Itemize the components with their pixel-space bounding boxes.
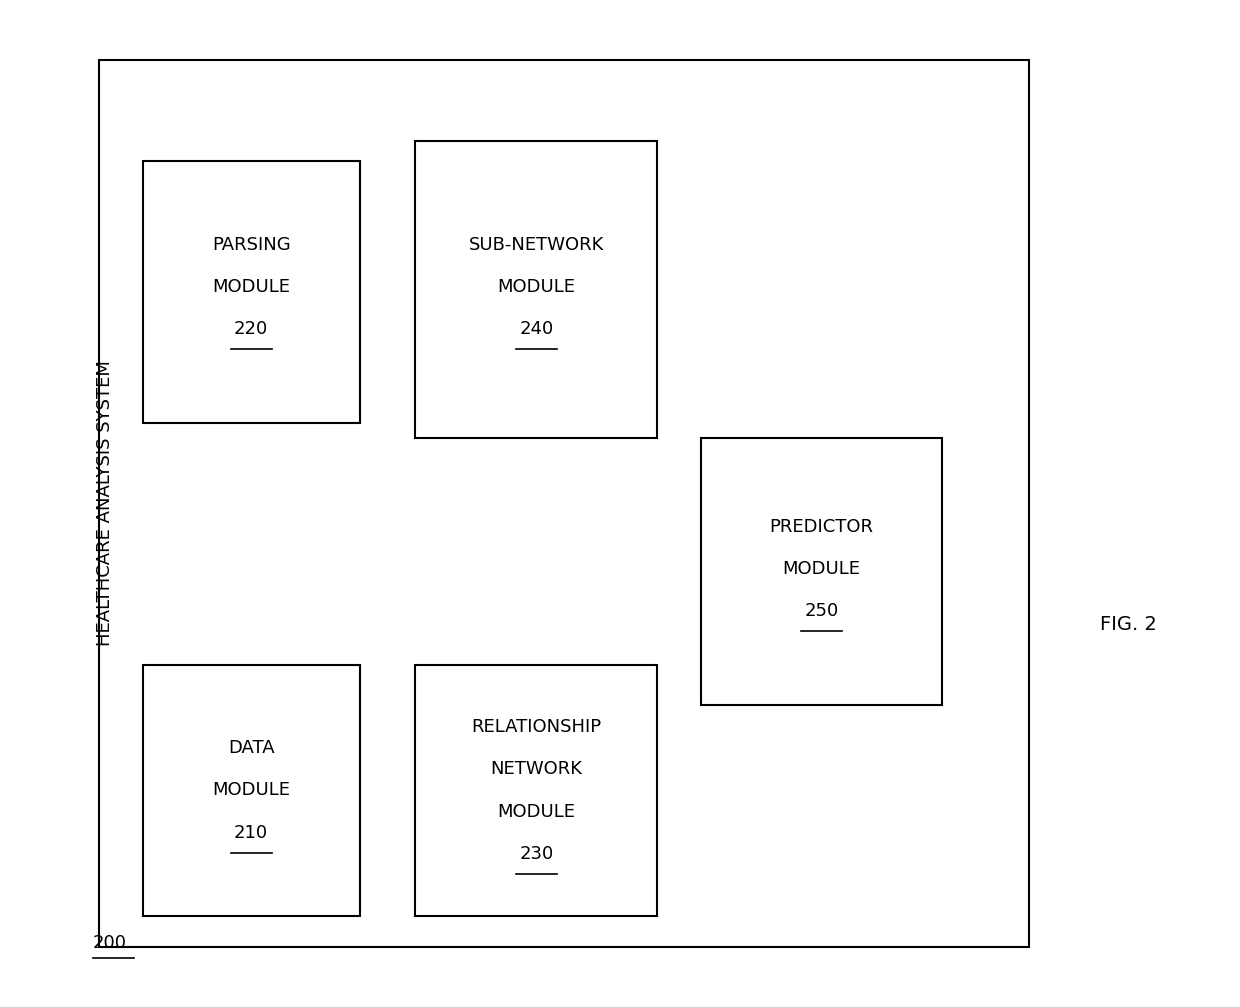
Text: HEALTHCARE ANALYSIS SYSTEM: HEALTHCARE ANALYSIS SYSTEM [97, 361, 114, 646]
Text: PREDICTOR: PREDICTOR [770, 518, 873, 536]
Text: MODULE: MODULE [212, 781, 290, 800]
FancyBboxPatch shape [143, 665, 360, 916]
Text: NETWORK: NETWORK [490, 760, 583, 778]
Text: 210: 210 [234, 824, 268, 842]
Text: MODULE: MODULE [497, 278, 575, 296]
Text: PARSING: PARSING [212, 236, 290, 254]
Text: MODULE: MODULE [212, 278, 290, 296]
Text: 200: 200 [93, 933, 126, 952]
FancyBboxPatch shape [99, 60, 1029, 947]
Text: DATA: DATA [228, 739, 274, 757]
Text: SUB-NETWORK: SUB-NETWORK [469, 236, 604, 254]
FancyBboxPatch shape [415, 665, 657, 916]
Text: 240: 240 [520, 320, 553, 338]
Text: MODULE: MODULE [782, 560, 861, 578]
Text: 230: 230 [520, 845, 553, 863]
Text: MODULE: MODULE [497, 803, 575, 821]
Text: 220: 220 [234, 320, 268, 338]
FancyBboxPatch shape [701, 438, 942, 705]
Text: FIG. 2: FIG. 2 [1100, 615, 1157, 633]
Text: RELATIONSHIP: RELATIONSHIP [471, 718, 601, 736]
FancyBboxPatch shape [415, 141, 657, 438]
Text: 250: 250 [805, 602, 838, 620]
FancyBboxPatch shape [143, 161, 360, 423]
